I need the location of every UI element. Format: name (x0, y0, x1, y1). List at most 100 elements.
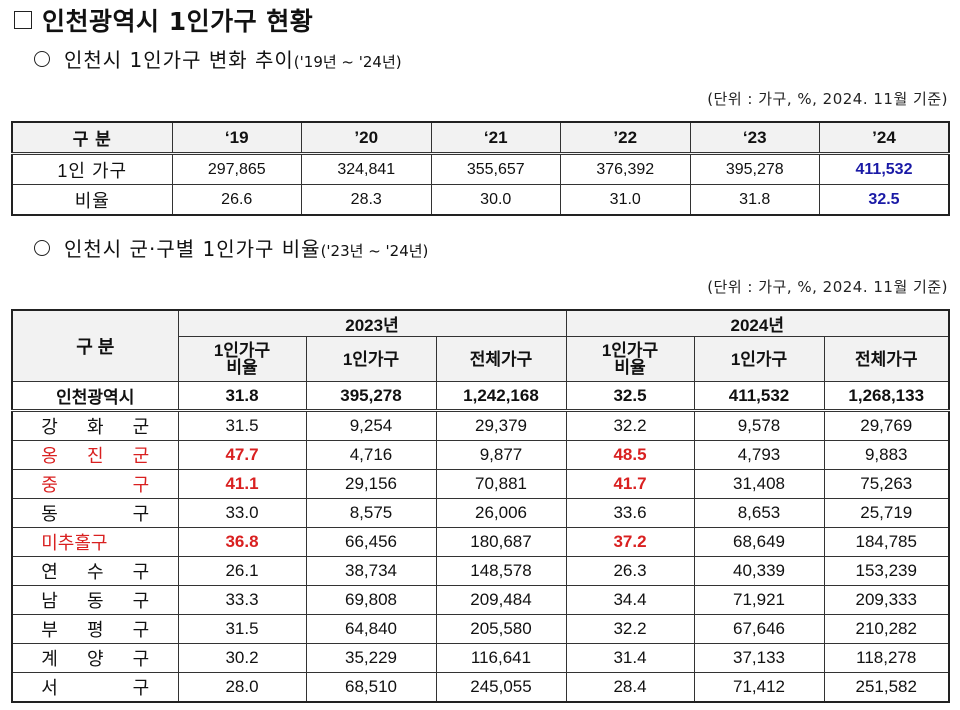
table-row: 옹 진 군 47.7 4,716 9,877 48.5 4,793 9,883 (11, 440, 950, 470)
cell: 70,881 (435, 469, 567, 499)
district-label: 미추홀구 (11, 527, 179, 557)
cell-latest: 32.5 (819, 184, 950, 216)
cell: 31.8 (689, 184, 820, 216)
cell: 26.3 (565, 556, 695, 586)
header-total: 전체가구 (435, 336, 567, 382)
header-category: 구 분 (11, 309, 179, 382)
cell: 37.2 (565, 527, 695, 557)
cell: 31.5 (177, 410, 307, 441)
table-row: 동 구 33.0 8,575 26,006 33.6 8,653 25,719 (11, 498, 950, 528)
cell: 64,840 (305, 614, 437, 644)
cell: 31.4 (565, 643, 695, 673)
cell: 184,785 (823, 527, 950, 557)
district-table: 구 분 2023년 2024년 1인가구 비율 1인가구 전체가구 1인가구 비율 … (11, 309, 950, 703)
cell: 4,793 (693, 440, 825, 470)
district-label: 계 양 구 (11, 643, 179, 673)
cell: 33.6 (565, 498, 695, 528)
cell: 28.0 (177, 672, 307, 703)
header-category: 구 분 (11, 121, 173, 155)
table-row: 미추홀구 36.8 66,456 180,687 37.2 68,649 184,785 (11, 527, 950, 557)
cell: 8,653 (693, 498, 825, 528)
cell: 205,580 (435, 614, 567, 644)
table-row: 부 평 구 31.5 64,840 205,580 32.2 67,646 210,282 (11, 614, 950, 644)
cell: 37,133 (693, 643, 825, 673)
cell: 29,156 (305, 469, 437, 499)
cell: 31.8 (177, 381, 307, 412)
cell: 324,841 (301, 153, 432, 185)
district-rows: 강 화 군 31.5 9,254 29,379 32.2 9,578 29,769 옹 진 군… (11, 410, 950, 703)
district-name: 동 구 (41, 504, 150, 524)
cell: 41.1 (177, 469, 307, 499)
cell: 148,578 (435, 556, 567, 586)
cell: 32.2 (565, 410, 695, 441)
table-row: 중 구 41.1 29,156 70,881 41.7 31,408 75,263 (11, 469, 950, 499)
table-row: 연 수 구 26.1 38,734 148,578 26.3 40,339 153,239 (11, 556, 950, 586)
header-year: ‘19 (171, 121, 302, 155)
cell: 31.5 (177, 614, 307, 644)
cell: 8,575 (305, 498, 437, 528)
cell: 25,719 (823, 498, 950, 528)
checkbox-square-icon (14, 11, 32, 29)
table-row: 계 양 구 30.2 35,229 116,641 31.4 37,133 118,278 (11, 643, 950, 673)
cell: 411,532 (693, 381, 825, 412)
section2-unit-note: (단위 : 가구, %, 2024. 11월 기준) (707, 278, 948, 296)
cell: 4,716 (305, 440, 437, 470)
trend-table: 구 분 ‘19 ’20 ‘21 ’22 ‘23 ’24 1인 가구 297,86… (11, 121, 950, 216)
section1-heading: 인천시 1인가구 변화 추이('19년 ~ '24년) (34, 44, 402, 73)
page-title: 인천광역시 1인가구 현황 (14, 2, 313, 38)
year-group-row: 구 분 2023년 2024년 (11, 309, 950, 382)
cell: 32.2 (565, 614, 695, 644)
cell: 31.0 (560, 184, 691, 216)
district-name: 미추홀구 (41, 533, 108, 553)
header-year-2023: 2023년 (177, 309, 567, 337)
cell: 67,646 (693, 614, 825, 644)
header-ratio-line1: 1인가구 (213, 341, 271, 360)
table-row: 서 구 28.0 68,510 245,055 28.4 71,412 251,582 (11, 672, 950, 703)
header-year: ’24 (819, 121, 950, 155)
header-total: 전체가구 (823, 336, 950, 382)
district-name: 연 수 구 (41, 562, 150, 582)
district-name: 강 화 군 (41, 417, 150, 437)
section1-unit-note: (단위 : 가구, %, 2024. 11월 기준) (707, 90, 948, 108)
table-row: 강 화 군 31.5 9,254 29,379 32.2 9,578 29,769 (11, 410, 950, 441)
header-ratio-line1: 1인가구 (601, 341, 659, 360)
cell: 26,006 (435, 498, 567, 528)
header-year: ’22 (560, 121, 691, 155)
cell: 28.4 (565, 672, 695, 703)
row-label: 1인 가구 (11, 153, 173, 185)
header-single: 1인가구 (305, 336, 437, 382)
cell: 9,578 (693, 410, 825, 441)
cell: 153,239 (823, 556, 950, 586)
header-year: ‘23 (689, 121, 820, 155)
cell: 209,484 (435, 585, 567, 615)
district-name: 계 양 구 (41, 649, 150, 669)
section1-period: ('19년 ~ '24년) (293, 53, 402, 71)
header-year: ’20 (301, 121, 432, 155)
cell: 28.3 (301, 184, 432, 216)
cell: 26.6 (171, 184, 302, 216)
cell: 40,339 (693, 556, 825, 586)
cell: 376,392 (560, 153, 691, 185)
row-label: 인천광역시 (11, 381, 179, 412)
cell-latest: 411,532 (819, 153, 950, 185)
district-label: 서 구 (11, 672, 179, 703)
district-label: 중 구 (11, 469, 179, 499)
cell: 33.3 (177, 585, 307, 615)
cell: 116,641 (435, 643, 567, 673)
header-ratio: 1인가구 비율 (177, 336, 307, 382)
cell: 297,865 (171, 153, 302, 185)
section2-heading-text: 인천시 군·구별 1인가구 비율 (64, 237, 321, 261)
table-row: 1인 가구 297,865 324,841 355,657 376,392 39… (11, 153, 950, 185)
table-row: 남 동 구 33.3 69,808 209,484 34.4 71,921 209,333 (11, 585, 950, 615)
district-name: 남 동 구 (41, 591, 150, 611)
cell: 34.4 (565, 585, 695, 615)
cell: 26.1 (177, 556, 307, 586)
cell: 33.0 (177, 498, 307, 528)
cell: 395,278 (305, 381, 437, 412)
cell: 68,510 (305, 672, 437, 703)
cell: 41.7 (565, 469, 695, 499)
cell: 71,412 (693, 672, 825, 703)
circle-bullet-icon (34, 240, 50, 256)
district-name: 서 구 (41, 678, 150, 698)
cell: 251,582 (823, 672, 950, 703)
